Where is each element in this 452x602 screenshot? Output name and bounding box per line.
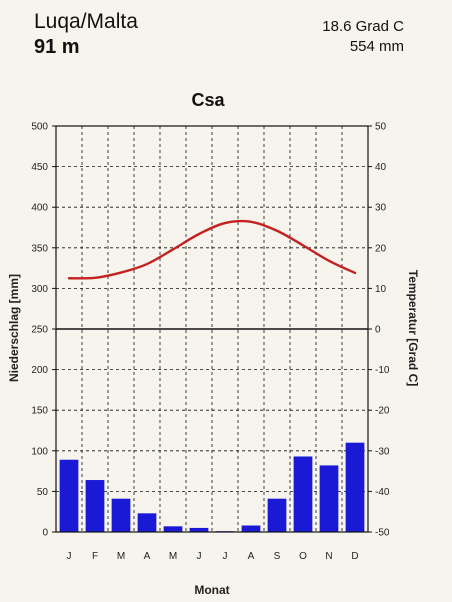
- month-label: N: [325, 551, 332, 562]
- precipitation-bar-11: [319, 465, 339, 532]
- precipitation-bar-2: [85, 480, 105, 532]
- month-label: J: [67, 551, 72, 562]
- right-tick-label: 0: [375, 325, 381, 336]
- left-axis-label: Niederschlag [mm]: [7, 274, 21, 382]
- temperature-line: [67, 219, 357, 280]
- precipitation-bar-5: [163, 526, 183, 532]
- grid: [56, 125, 368, 533]
- left-tick-label: 200: [31, 365, 48, 376]
- month-label: F: [92, 551, 98, 562]
- right-tick-label: 20: [375, 243, 387, 254]
- x-axis-label: Monat: [194, 583, 229, 597]
- month-label: J: [197, 551, 202, 562]
- left-tick-label: 450: [31, 162, 48, 173]
- right-tick-label: 50: [375, 122, 387, 133]
- month-label: A: [144, 551, 151, 562]
- month-label: M: [117, 551, 125, 562]
- precipitation-bar-6: [189, 527, 209, 532]
- annual-temperature: 18.6 Grad C: [322, 18, 404, 35]
- right-axis-label: Temperatur [Grad C]: [406, 270, 420, 386]
- left-tick-label: 0: [42, 528, 48, 539]
- left-tick-label: 400: [31, 203, 48, 214]
- month-label: J: [223, 551, 228, 562]
- left-tick-label: 250: [31, 325, 48, 336]
- annual-precipitation: 554 mm: [349, 38, 404, 55]
- station-elevation: 91 m: [34, 36, 80, 58]
- right-tick-label: 10: [375, 284, 387, 295]
- left-tick-label: 50: [37, 487, 49, 498]
- month-label: D: [351, 551, 358, 562]
- left-tick-label: 100: [31, 446, 48, 457]
- right-tick-label: -20: [375, 406, 390, 417]
- precipitation-bar-3: [111, 498, 131, 532]
- month-label: M: [169, 551, 177, 562]
- right-tick-label: -40: [375, 487, 390, 498]
- left-tick-label: 150: [31, 406, 48, 417]
- left-tick-label: 350: [31, 243, 48, 254]
- precipitation-bar-1: [59, 459, 79, 532]
- station-name: Luqa/Malta: [34, 10, 138, 33]
- precipitation-bar-8: [241, 525, 261, 532]
- left-tick-label: 500: [31, 122, 48, 133]
- month-label: S: [274, 551, 281, 562]
- precipitation-bars: [59, 442, 365, 532]
- precipitation-bar-10: [293, 456, 313, 532]
- precipitation-bar-4: [137, 513, 157, 532]
- precipitation-bar-12: [345, 442, 365, 532]
- left-tick-label: 300: [31, 284, 48, 295]
- climate-class: Csa: [191, 90, 225, 110]
- tick-labels: 050100150200250300350400450500-50-40-30-…: [31, 122, 390, 563]
- right-tick-label: -10: [375, 365, 390, 376]
- right-tick-label: -30: [375, 446, 390, 457]
- right-tick-label: 30: [375, 203, 387, 214]
- temperature-line-group: [67, 219, 357, 280]
- month-label: A: [248, 551, 255, 562]
- month-label: O: [299, 551, 307, 562]
- precipitation-bar-9: [267, 498, 287, 532]
- right-tick-label: 40: [375, 162, 387, 173]
- right-tick-label: -50: [375, 528, 390, 539]
